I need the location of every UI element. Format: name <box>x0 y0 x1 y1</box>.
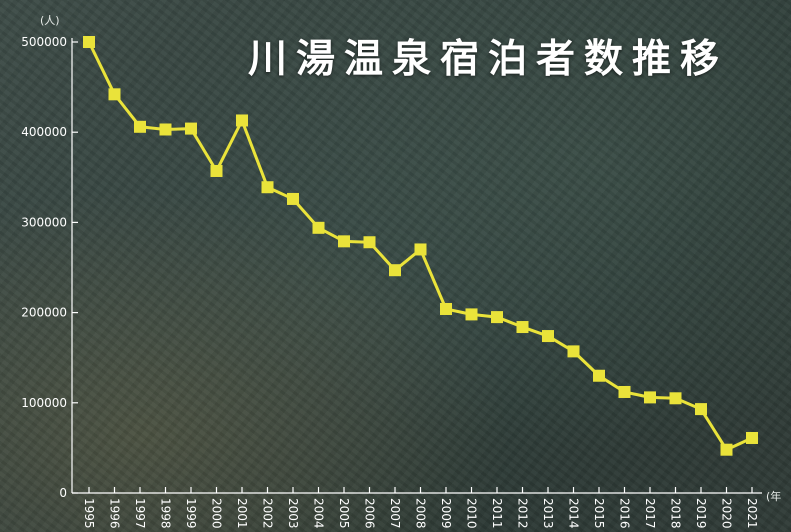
data-point-marker <box>516 321 529 334</box>
x-tick-label: 1996 <box>108 498 122 529</box>
data-point-marker <box>542 330 554 343</box>
x-tick-label: 2020 <box>720 498 734 529</box>
x-tick-label: 2012 <box>516 498 530 529</box>
data-point-marker <box>669 392 682 405</box>
x-tick-label: 2010 <box>465 498 479 529</box>
x-tick-label: 1995 <box>82 498 96 529</box>
x-tick-label: 2013 <box>541 498 555 529</box>
data-point-marker <box>618 385 631 398</box>
x-tick-label: 2016 <box>618 498 632 529</box>
x-tick-label: 2009 <box>439 498 453 529</box>
data-point-marker <box>159 123 172 136</box>
data-point-marker <box>593 369 605 382</box>
data-point-marker <box>261 181 274 194</box>
data-point-marker <box>465 308 478 321</box>
x-tick-label: 2005 <box>337 498 351 529</box>
x-axis-unit: (年 <box>766 490 782 503</box>
data-point-marker <box>108 88 121 101</box>
data-point-marker <box>389 264 401 277</box>
y-tick-label: 300000 <box>21 215 67 229</box>
data-point-marker <box>287 192 299 205</box>
data-point-marker <box>644 391 656 404</box>
y-tick-label: 500000 <box>21 35 67 49</box>
chart-title: 川湯温泉宿泊者数推移 <box>248 36 729 82</box>
data-point-marker <box>414 243 427 256</box>
x-tick-label: 2011 <box>490 498 504 529</box>
y-axis-unit: (人) <box>40 14 60 27</box>
x-tick-label: 2019 <box>694 498 708 529</box>
data-point-marker <box>338 235 350 248</box>
y-tick-label: 200000 <box>21 306 67 320</box>
x-tick-label: 2004 <box>312 498 326 529</box>
data-point-marker <box>312 221 325 234</box>
data-point-marker <box>440 302 452 315</box>
data-point-marker <box>491 311 503 324</box>
x-tick-label: 2007 <box>388 498 402 529</box>
x-tick-label: 2008 <box>414 498 428 529</box>
data-point-marker <box>134 120 146 133</box>
data-point-marker <box>567 345 580 358</box>
x-tick-label: 1998 <box>159 498 173 529</box>
x-tick-label: 2000 <box>210 498 224 529</box>
x-tick-label: 2018 <box>669 498 683 529</box>
data-point-marker <box>746 431 758 444</box>
x-tick-label: 2014 <box>567 498 581 529</box>
y-tick-label: 100000 <box>21 396 67 410</box>
x-tick-label: 2017 <box>643 498 657 529</box>
x-tick-label: 2015 <box>592 498 606 529</box>
x-tick-label: 2006 <box>363 498 377 529</box>
x-tick-label: 2001 <box>235 498 249 529</box>
x-tick-label: 2002 <box>261 498 275 529</box>
x-tick-label: 2021 <box>745 498 759 529</box>
data-point-marker <box>695 403 707 416</box>
data-point-marker <box>363 236 376 249</box>
x-tick-label: 1997 <box>133 498 147 529</box>
x-tick-label: 1999 <box>184 498 198 529</box>
data-point-marker <box>720 443 733 456</box>
x-tick-label: 2003 <box>286 498 300 529</box>
data-point-marker <box>185 122 197 135</box>
data-point-marker <box>83 36 95 48</box>
data-point-marker <box>210 164 223 177</box>
y-tick-label: 0 <box>59 486 67 500</box>
y-tick-label: 400000 <box>21 125 67 139</box>
data-point-marker <box>236 114 248 127</box>
